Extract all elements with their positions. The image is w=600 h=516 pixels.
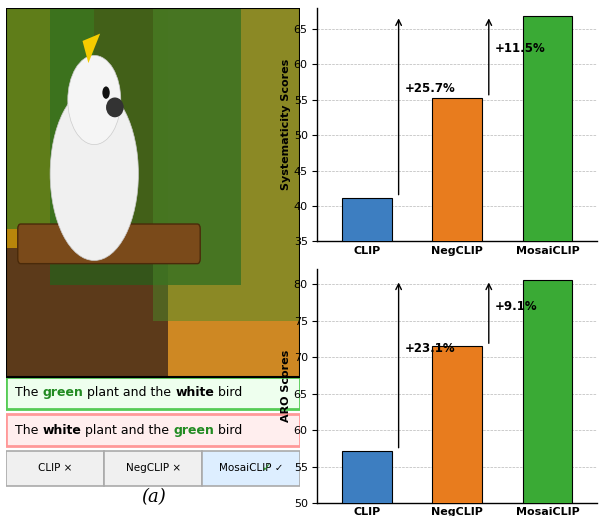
Text: bird: bird — [214, 386, 242, 399]
Text: plant and the: plant and the — [83, 386, 175, 399]
Polygon shape — [83, 34, 100, 63]
Ellipse shape — [50, 87, 139, 261]
Bar — [523, 15, 572, 489]
Text: NegCLIP ×: NegCLIP × — [125, 463, 181, 473]
Bar — [433, 346, 482, 516]
FancyBboxPatch shape — [6, 248, 168, 377]
Bar — [523, 280, 572, 516]
Text: white: white — [42, 424, 81, 437]
FancyBboxPatch shape — [168, 8, 300, 377]
Ellipse shape — [68, 55, 121, 144]
Text: +9.1%: +9.1% — [495, 300, 538, 313]
Text: green: green — [42, 386, 83, 399]
Y-axis label: Systematicity Scores: Systematicity Scores — [281, 59, 291, 190]
FancyBboxPatch shape — [153, 8, 300, 321]
Text: The: The — [15, 386, 42, 399]
Text: MosaiCLIP ✓: MosaiCLIP ✓ — [219, 463, 283, 473]
Text: white: white — [175, 386, 214, 399]
Y-axis label: ARO Scores: ARO Scores — [281, 350, 291, 423]
Text: +23.1%: +23.1% — [405, 342, 455, 354]
FancyBboxPatch shape — [6, 451, 104, 486]
Text: green: green — [173, 424, 214, 437]
Text: (b): (b) — [445, 300, 470, 318]
Ellipse shape — [106, 98, 124, 117]
FancyBboxPatch shape — [6, 8, 94, 229]
Bar — [433, 98, 482, 489]
Text: +25.7%: +25.7% — [405, 82, 455, 95]
FancyBboxPatch shape — [18, 224, 200, 264]
Text: ✓: ✓ — [261, 463, 271, 473]
FancyBboxPatch shape — [104, 451, 202, 486]
Text: +11.5%: +11.5% — [495, 42, 546, 55]
FancyBboxPatch shape — [6, 8, 300, 377]
Text: plant and the: plant and the — [81, 424, 173, 437]
Text: bird: bird — [214, 424, 242, 437]
FancyBboxPatch shape — [6, 414, 300, 446]
Ellipse shape — [103, 86, 110, 99]
Text: The: The — [15, 424, 42, 437]
FancyBboxPatch shape — [50, 8, 241, 284]
Text: (a): (a) — [141, 488, 166, 506]
Bar — [342, 198, 392, 489]
Text: CLIP ×: CLIP × — [38, 463, 72, 473]
FancyBboxPatch shape — [202, 451, 300, 486]
FancyBboxPatch shape — [6, 377, 300, 409]
Bar — [342, 450, 392, 516]
